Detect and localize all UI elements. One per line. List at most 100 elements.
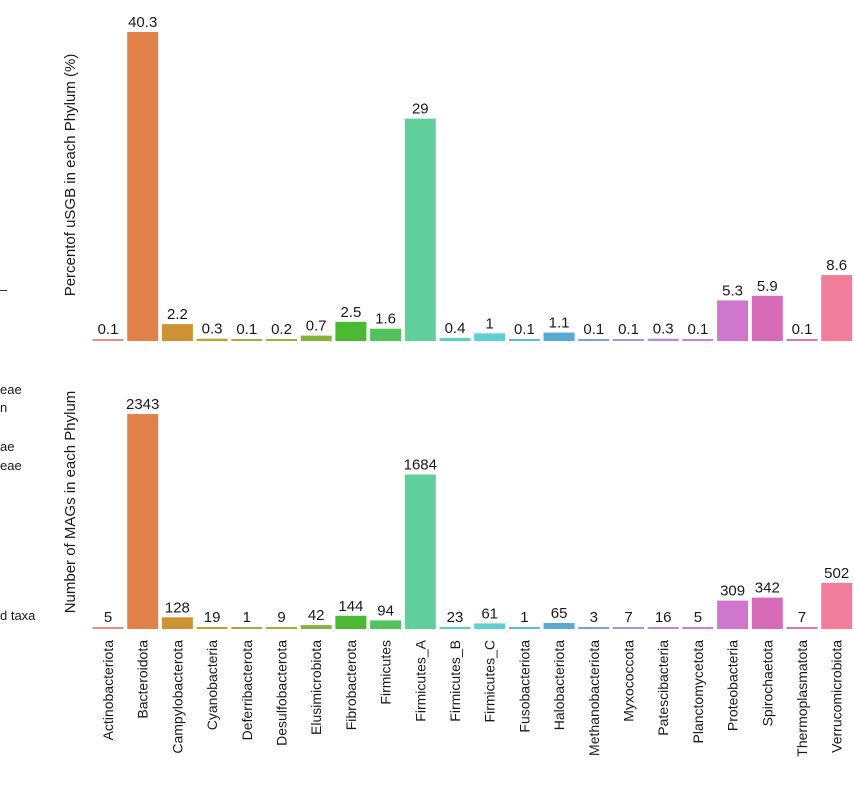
- top-bar-myxococcota: [613, 339, 644, 341]
- top-bar-actinobacteriota: [92, 339, 124, 341]
- legend-fragment: ae: [0, 439, 14, 454]
- top-value-label: 2.2: [167, 306, 188, 323]
- bottom-bar-planctomycetota: [682, 627, 714, 629]
- top-bar-firmicutes-a: [404, 118, 436, 341]
- bottom-bar-actinobacteriota: [92, 627, 124, 629]
- bottom-bar-halobacteriota: [543, 623, 575, 629]
- x-tick-label: Myxococcota: [621, 640, 637, 722]
- x-tick-label: Firmicutes_C: [482, 640, 498, 722]
- bottom-value-label: 144: [338, 598, 363, 615]
- top-value-label: 0.7: [306, 318, 327, 335]
- bottom-value-label: 94: [377, 602, 394, 619]
- top-value-label: 5.3: [722, 282, 743, 299]
- top-value-label: 1.6: [375, 311, 396, 328]
- bottom-value-label: 502: [824, 565, 849, 582]
- top-bar-deferribacterota: [231, 339, 263, 341]
- top-value-label: 0.1: [792, 321, 813, 338]
- x-tick-label: Proteobacteria: [725, 640, 741, 731]
- top-bar-thermoplasmatota: [786, 339, 818, 341]
- top-bar-fibrobacterota: [335, 321, 367, 341]
- bottom-bar-methanobacteriota: [578, 627, 610, 629]
- top-value-label: 0.1: [618, 321, 639, 338]
- bottom-value-label: 5: [694, 609, 702, 626]
- x-tick-label: Verrucomicrobiota: [829, 640, 845, 753]
- bottom-value-label: 1: [243, 609, 251, 626]
- x-tick-label: Planctomycetota: [690, 640, 706, 744]
- x-tick-label: Firmicutes_A: [412, 639, 428, 721]
- bottom-value-label: 5: [104, 609, 112, 626]
- x-tick-label: Campylobacterota: [169, 640, 185, 754]
- bottom-bar-thermoplasmatota: [786, 627, 818, 629]
- bottom-y-axis-title: Number of MAGs in each Phylum: [62, 391, 79, 614]
- top-bar-desulfobacterota: [266, 339, 297, 341]
- x-tick-label: Methanobacteriota: [586, 640, 602, 756]
- legend-fragment: –: [0, 282, 8, 297]
- bottom-value-label: 9: [277, 609, 285, 626]
- x-tick-label: Thermoplasmatota: [794, 640, 810, 757]
- top-value-label: 2.5: [340, 304, 361, 321]
- top-value-label: 5.9: [757, 278, 778, 295]
- x-tick-label: Fibrobacterota: [343, 640, 359, 730]
- bottom-bar-firmicutes-c: [474, 623, 506, 629]
- top-bar-firmicutes-c: [474, 333, 506, 341]
- bottom-value-label: 2343: [126, 396, 159, 413]
- top-bar-halobacteriota: [543, 332, 575, 341]
- x-tick-label: Cyanobacteria: [204, 640, 220, 730]
- top-value-label: 1: [486, 315, 494, 332]
- bottom-bar-bacteroidota: [127, 414, 159, 629]
- bottom-bar-fibrobacterota: [335, 615, 367, 629]
- bottom-bar-proteobacteria: [717, 600, 749, 629]
- top-bar-firmicutes-b: [439, 337, 471, 341]
- x-tick-label: Elusimicrobiota: [308, 640, 324, 735]
- bottom-bar-spirochaetota: [751, 597, 783, 629]
- top-value-label: 0.1: [98, 321, 119, 338]
- bottom-value-label: 42: [308, 607, 325, 624]
- top-bar-cyanobacteria: [196, 338, 228, 341]
- top-bar-firmicutes: [370, 328, 402, 341]
- bottom-bar-patescibacteria: [647, 627, 679, 629]
- x-tick-label: Fusobacteriota: [516, 640, 532, 733]
- top-bar-patescibacteria: [647, 338, 679, 341]
- legend-fragment: eae: [0, 458, 22, 473]
- x-tick-label: Bacteroidota: [135, 640, 151, 719]
- top-value-label: 0.3: [202, 321, 223, 338]
- bottom-bar-firmicutes-a: [404, 474, 436, 629]
- legend-fragment: d taxa: [0, 608, 36, 623]
- bottom-bar-firmicutes-b: [439, 626, 471, 629]
- top-bar-bacteroidota: [127, 32, 159, 341]
- x-tick-label: Spirochaetota: [759, 640, 775, 727]
- bottom-bar-campylobacterota: [161, 617, 193, 629]
- bottom-bar-deferribacterota: [231, 627, 263, 629]
- top-chart-bars: [92, 32, 853, 341]
- x-tick-label: Deferribacterota: [239, 640, 255, 741]
- bottom-value-label: 1684: [404, 457, 437, 474]
- bottom-bar-desulfobacterota: [266, 627, 297, 629]
- bottom-value-label: 7: [798, 609, 806, 626]
- bottom-value-label: 16: [655, 609, 672, 626]
- top-bar-verrucomicrobiota: [821, 275, 853, 341]
- top-value-label: 0.4: [445, 320, 466, 337]
- top-value-label: 0.3: [653, 321, 674, 338]
- top-value-label: 0.1: [687, 321, 708, 338]
- top-chart-value-labels: 0.1 40.3 2.2 0.3 0.1 0.2 0.7 2.5 1.6 29 0.4 1 0.1 1.1…: [98, 14, 848, 338]
- bottom-value-label: 342: [755, 580, 780, 597]
- top-value-label: 0.1: [514, 321, 535, 338]
- legend-fragment: eae: [0, 382, 22, 397]
- top-value-label: 0.1: [236, 321, 257, 338]
- x-tick-label: Desulfobacterota: [274, 640, 290, 746]
- bottom-bar-fusobacteriota: [508, 627, 540, 629]
- top-bar-planctomycetota: [682, 339, 714, 341]
- top-value-label: 0.1: [583, 321, 604, 338]
- bottom-value-label: 65: [551, 605, 568, 622]
- top-value-label: 0.2: [271, 321, 292, 338]
- x-axis-tick-labels: Actinobacteriota Bacteroidota Campylobacte…: [100, 639, 845, 756]
- bottom-bar-elusimicrobiota: [300, 625, 332, 629]
- bottom-bar-myxococcota: [613, 627, 644, 629]
- top-value-label: 40.3: [128, 14, 157, 31]
- bottom-value-label: 7: [624, 609, 632, 626]
- bottom-value-label: 3: [590, 609, 598, 626]
- bottom-value-label: 1: [520, 609, 528, 626]
- x-tick-label: Firmicutes_B: [447, 640, 463, 722]
